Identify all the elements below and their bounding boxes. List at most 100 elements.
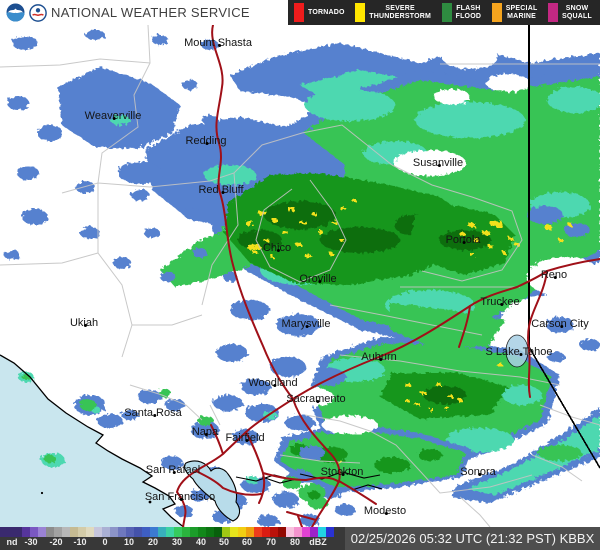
city-label-stockton: Stockton	[320, 466, 364, 478]
dbz-scale-segment	[238, 527, 246, 537]
severe-thunderstorm-swatch-icon	[355, 3, 366, 22]
city-label-napa: Napa	[191, 426, 219, 438]
dbz-scale-label: nd	[6, 537, 18, 547]
radar-echo-layer	[4, 30, 600, 527]
radar-timestamp: 02/25/2026 05:32 UTC (21:32 PST) KBBX	[350, 531, 595, 546]
dbz-scale-label: 30	[171, 537, 183, 547]
city-label-s-lake-tahoe: S Lake Tahoe	[485, 346, 553, 358]
tornado-swatch-icon	[294, 3, 304, 22]
pacific-ocean	[0, 355, 184, 527]
dbz-scale-segment	[38, 527, 46, 537]
city-label-auburn: Auburn	[361, 351, 397, 363]
dbz-scale-segment	[310, 527, 318, 537]
dbz-scale-segment	[318, 527, 326, 537]
radar-map-viewport[interactable]: Mount Shasta Weaverville Redding Red Bluff S…	[0, 25, 600, 527]
legend-label: SEVERE THUNDERSTORM	[369, 4, 432, 20]
dbz-scale-segment	[110, 527, 118, 537]
dbz-scale-segment	[206, 527, 214, 537]
legend-label: SNOW SQUALL	[562, 4, 592, 20]
dbz-scale-label: 10	[123, 537, 135, 547]
city-label-weaverville: Weaverville	[84, 110, 142, 122]
brand-area: NATIONAL WEATHER SERVICE	[0, 0, 288, 25]
city-label-sacramento: Sacramento	[286, 393, 346, 405]
legend-item-severe-thunderstorm: SEVERE THUNDERSTORM	[355, 3, 431, 22]
agency-title: NATIONAL WEATHER SERVICE	[51, 5, 250, 20]
dbz-scale-segment	[94, 527, 102, 537]
city-label-santa-rosa: Santa Rosa	[124, 407, 182, 419]
dbz-scale-segment	[118, 527, 126, 537]
highways	[175, 25, 600, 527]
dbz-scale-segment	[30, 527, 38, 537]
city-label-susanville: Susanville	[412, 157, 464, 169]
dbz-scale-segment	[294, 527, 302, 537]
dbz-scale-segment	[62, 527, 70, 537]
city-label-modesto: Modesto	[363, 505, 407, 517]
dbz-scale-segment	[286, 527, 294, 537]
dbz-scale-segment	[102, 527, 110, 537]
city-label-ukiah: Ukiah	[69, 317, 99, 329]
delta-waterways	[235, 471, 383, 491]
lake-tahoe	[505, 334, 529, 368]
dbz-scale-segment	[86, 527, 94, 537]
snow-squall-swatch-icon	[548, 3, 559, 22]
dbz-scale-label: 60	[241, 537, 253, 547]
legend-item-special-marine: SPECIAL MARINE	[491, 3, 538, 22]
warning-legend: TORNADO SEVERE THUNDERSTORM FLASH FLOOD …	[288, 0, 600, 25]
dbz-scale-segment	[270, 527, 278, 537]
timestamp-zone: 02/25/2026 05:32 UTC (21:32 PST) KBBX	[345, 527, 600, 550]
legend-label: TORNADO	[308, 8, 345, 16]
dbz-scale-label: -20	[49, 537, 63, 547]
legend-item-snow-squall: SNOW SQUALL	[548, 3, 592, 22]
dbz-scale-label: 20	[147, 537, 159, 547]
dbz-scale-label: 70	[265, 537, 277, 547]
coastline	[0, 354, 185, 527]
legend-item-flash-flood: FLASH FLOOD	[441, 3, 482, 22]
dbz-scale-segment	[126, 527, 134, 537]
dbz-scale-segment	[190, 527, 198, 537]
noaa-logo-icon	[6, 3, 25, 22]
dbz-scale-segment	[174, 527, 182, 537]
header-bar: NATIONAL WEATHER SERVICE TORNADO SEVERE …	[0, 0, 600, 25]
dbz-scale-segment	[134, 527, 142, 537]
dbz-scale-segment	[254, 527, 262, 537]
city-label-san-francisco: San Francisco	[144, 491, 216, 503]
dbz-scale-label: -10	[73, 537, 87, 547]
legend-label: SPECIAL MARINE	[505, 4, 538, 20]
city-label-carson-city: Carson City	[531, 318, 589, 330]
dbz-scale-segment	[46, 527, 54, 537]
dbz-scale-segment	[166, 527, 174, 537]
city-label-sonora: Sonora	[460, 466, 496, 478]
city-label-portola: Portola	[445, 234, 481, 246]
dbz-scale-segment	[150, 527, 158, 537]
city-label-fairfield: Fairfield	[225, 432, 265, 444]
dbz-scale-segment	[214, 527, 222, 537]
dbz-scale-segment	[78, 527, 86, 537]
dbz-scale-segment	[246, 527, 254, 537]
city-label-woodland: Woodland	[248, 377, 298, 389]
city-label-red-bluff: Red Bluff	[198, 184, 244, 196]
city-label-marysville: Marysville	[281, 318, 331, 330]
dbz-scale-segment	[22, 527, 30, 537]
dbz-scale-label: 0	[102, 537, 108, 547]
dbz-scale-segment	[278, 527, 286, 537]
dbz-scale-label: 40	[195, 537, 207, 547]
county-boundaries	[0, 25, 600, 527]
dbz-scale-segment	[54, 527, 62, 537]
dbz-scale-segment	[222, 527, 230, 537]
dbz-scale-segment	[0, 527, 22, 537]
city-label-redding: Redding	[185, 135, 227, 147]
city-label-reno: Reno	[540, 269, 568, 281]
dbz-scale-label: dBZ	[309, 537, 327, 547]
city-label-oroville: Oroville	[299, 273, 337, 285]
legend-label: FLASH FLOOD	[455, 4, 482, 20]
city-label-chico: Chico	[262, 242, 292, 254]
dbz-scale-segment	[230, 527, 238, 537]
dbz-scale-label: 80	[289, 537, 301, 547]
city-label-truckee: Truckee	[480, 296, 520, 308]
dbz-scale-segment	[262, 527, 270, 537]
dbz-scale-segment	[158, 527, 166, 537]
legend-item-tornado: TORNADO	[294, 3, 345, 22]
coastal-islet	[40, 491, 44, 495]
nws-logo-icon	[29, 3, 47, 22]
